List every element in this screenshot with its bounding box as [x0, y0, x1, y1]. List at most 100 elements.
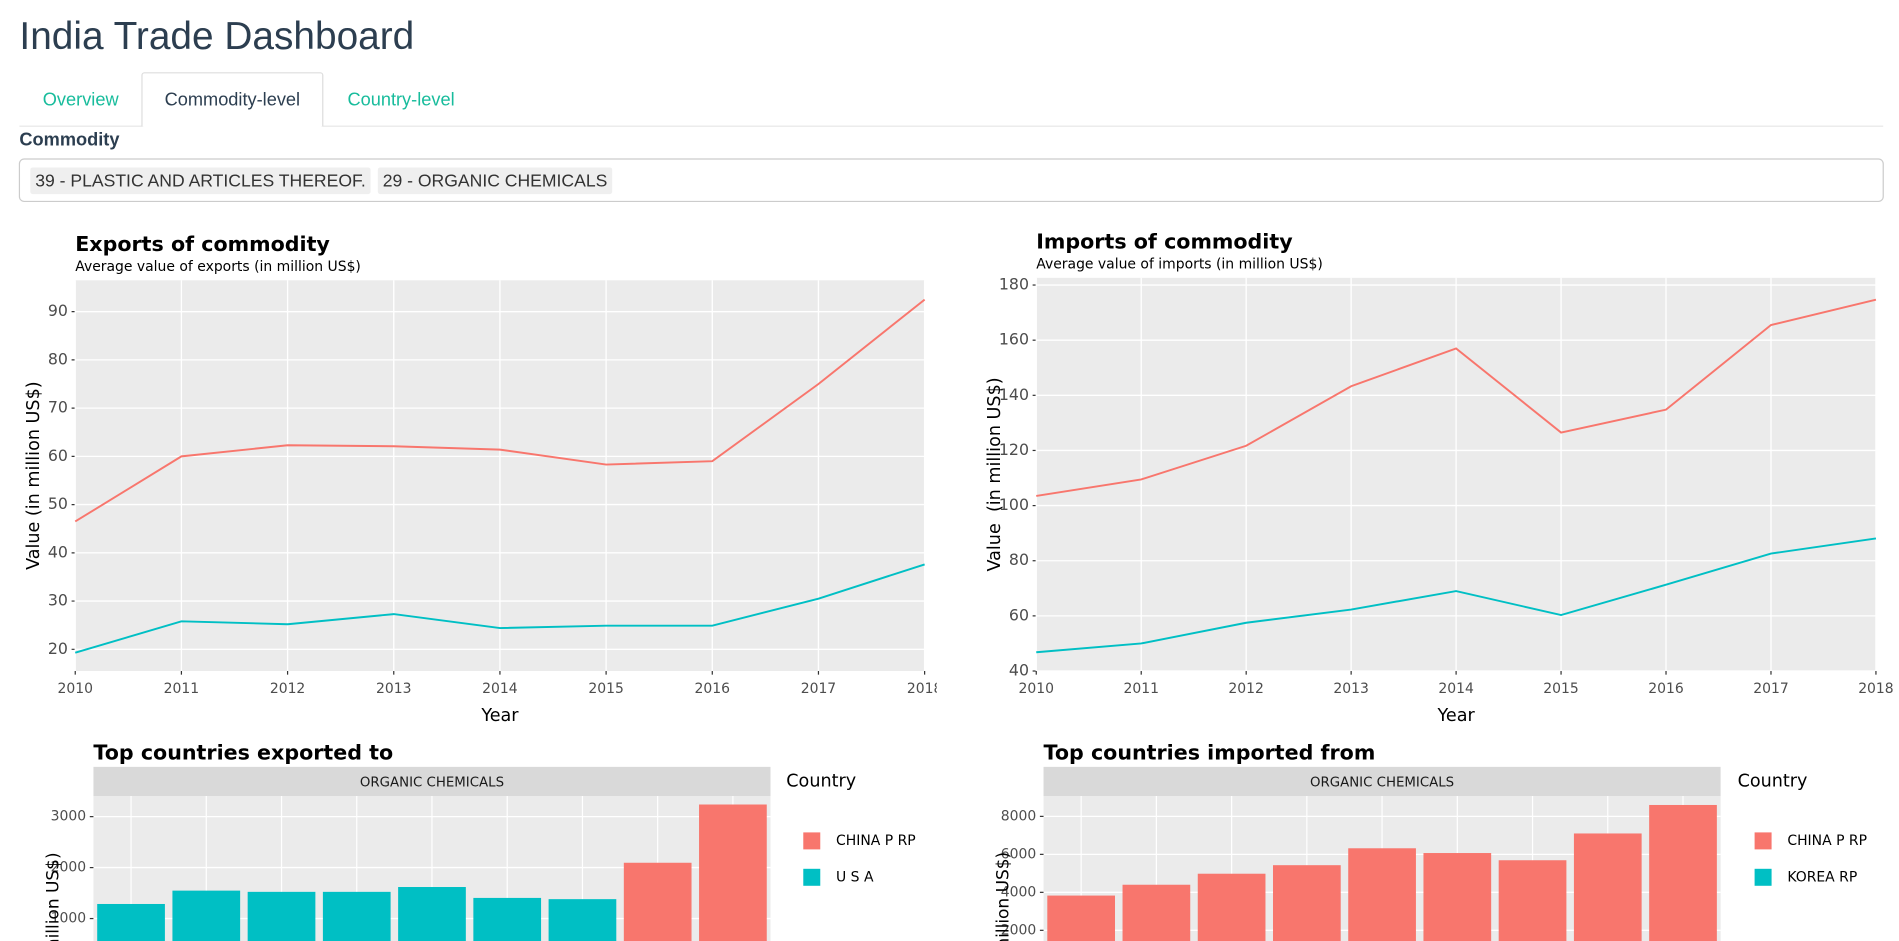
facet-label: ORGANIC CHEMICALS: [360, 776, 504, 791]
bar: [97, 903, 165, 941]
series-line: [1036, 537, 1877, 654]
legend-label: KOREA RP: [1787, 869, 1857, 885]
x-tick-label: 2014: [1438, 681, 1474, 697]
bar: [1423, 853, 1492, 941]
y-tick-label: 2000: [51, 860, 86, 876]
y-tick-label: 80: [1009, 550, 1029, 569]
x-axis-label: Year: [1436, 706, 1475, 726]
y-tick-label: 60: [1009, 605, 1029, 624]
x-tick-label: 2014: [482, 681, 518, 697]
y-tick-label: 140: [999, 385, 1029, 404]
legend-label: CHINA P RP: [836, 833, 916, 849]
y-tick-label: 50: [48, 494, 68, 513]
y-axis-label: Value (in million US$): [24, 381, 44, 570]
y-tick-label: 40: [48, 542, 68, 561]
y-tick-label: 1000: [51, 911, 86, 927]
bar: [623, 862, 692, 941]
legend-swatch: [803, 832, 821, 850]
y-tick-label: 3000: [51, 809, 86, 825]
chart: Exports of commodity Average value of exp…: [24, 232, 942, 726]
bar: [1573, 833, 1642, 941]
page-title: India Trade Dashboard: [19, 15, 414, 58]
y-axis-label: Value (in million US$): [43, 852, 63, 941]
y-tick-label: 180: [999, 275, 1029, 294]
bar: [1348, 848, 1416, 941]
y-tick-label: 6000: [1001, 846, 1036, 862]
x-tick-label: 2016: [695, 681, 730, 697]
y-tick-label: 90: [48, 301, 68, 320]
bar: [699, 804, 767, 941]
chart-subtitle: Average value of exports (in million US$…: [75, 259, 361, 275]
bar: [1197, 873, 1266, 941]
facet-label: ORGANIC CHEMICALS: [1310, 776, 1454, 791]
legend-label: U S A: [836, 869, 874, 885]
selected-tag[interactable]: 39 - PLASTIC AND ARTICLES THEREOF.: [35, 171, 366, 191]
bar: [1122, 884, 1191, 941]
bar: [1498, 860, 1567, 941]
y-tick-label: 70: [48, 398, 68, 417]
y-tick-label: 2000: [1001, 922, 1036, 938]
y-axis-label: Value (in million US$): [985, 377, 1005, 571]
legend-swatch: [1754, 868, 1772, 886]
input-label: Commodity: [19, 130, 120, 150]
x-tick-label: 2013: [1333, 681, 1368, 697]
bar: [322, 891, 391, 941]
facet-strip: [93, 766, 771, 796]
chart-title: Exports of commodity: [75, 232, 330, 256]
bar: [548, 899, 617, 941]
x-tick-label: 2018: [1858, 681, 1893, 697]
selected-tag-bg: [30, 167, 371, 195]
series-line: [74, 563, 925, 654]
y-tick-label: 8000: [1001, 808, 1036, 824]
tab[interactable]: Overview: [43, 90, 120, 110]
selected-tag-bg: [377, 167, 613, 195]
y-tick-label: 40: [1009, 661, 1029, 680]
chart-subtitle: Average value of imports (in million US$…: [1036, 257, 1323, 273]
y-axis-label: Value (in million US$): [993, 852, 1013, 941]
selected-tag[interactable]: 29 - ORGANIC CHEMICALS: [383, 171, 608, 191]
bar: [172, 890, 241, 941]
x-tick-label: 2010: [57, 681, 92, 697]
active-tab-frame: [141, 72, 324, 127]
x-tick-label: 2013: [376, 681, 411, 697]
tab[interactable]: Country-level: [347, 90, 454, 110]
legend-title: Country: [1738, 771, 1808, 791]
x-tick-label: 2011: [164, 681, 199, 697]
x-axis-label: Year: [480, 706, 519, 726]
y-tick-label: 4000: [1001, 884, 1036, 900]
series-line: [1036, 298, 1877, 497]
legend-swatch: [1754, 832, 1772, 850]
x-tick-label: 2012: [270, 681, 305, 697]
x-tick-label: 2010: [1019, 681, 1054, 697]
x-tick-label: 2011: [1123, 681, 1158, 697]
y-tick-label: 60: [48, 446, 68, 465]
bar: [1272, 865, 1341, 941]
x-tick-label: 2018: [907, 681, 942, 697]
chart-title: Top countries exported to: [93, 741, 393, 765]
bar: [1047, 895, 1116, 941]
bar: [473, 897, 542, 941]
chart: Imports of commodity Average value of imp…: [985, 230, 1894, 726]
y-tick-label: 120: [999, 440, 1029, 459]
legend-title: Country: [786, 771, 856, 791]
legend-label: CHINA P RP: [1787, 833, 1867, 849]
bar: [398, 887, 466, 941]
bar: [1649, 804, 1717, 941]
y-tick-label: 30: [48, 591, 68, 610]
series-line: [74, 298, 926, 523]
y-tick-label: 80: [48, 349, 68, 368]
x-tick-label: 2017: [1753, 681, 1788, 697]
y-tick-label: 100: [999, 495, 1029, 514]
chart: Top countries imported from ORGANIC CHEMI…: [993, 741, 1867, 941]
chart-title: Imports of commodity: [1036, 230, 1293, 254]
y-tick-label: 20: [48, 639, 68, 658]
tab[interactable]: Commodity-level: [165, 90, 300, 110]
facet-strip: [1043, 766, 1721, 796]
x-tick-label: 2015: [588, 681, 623, 697]
x-tick-label: 2012: [1228, 681, 1263, 697]
chart: Top countries exported to ORGANIC CHEMICA…: [43, 741, 916, 941]
bar: [247, 891, 316, 941]
x-tick-label: 2017: [801, 681, 836, 697]
